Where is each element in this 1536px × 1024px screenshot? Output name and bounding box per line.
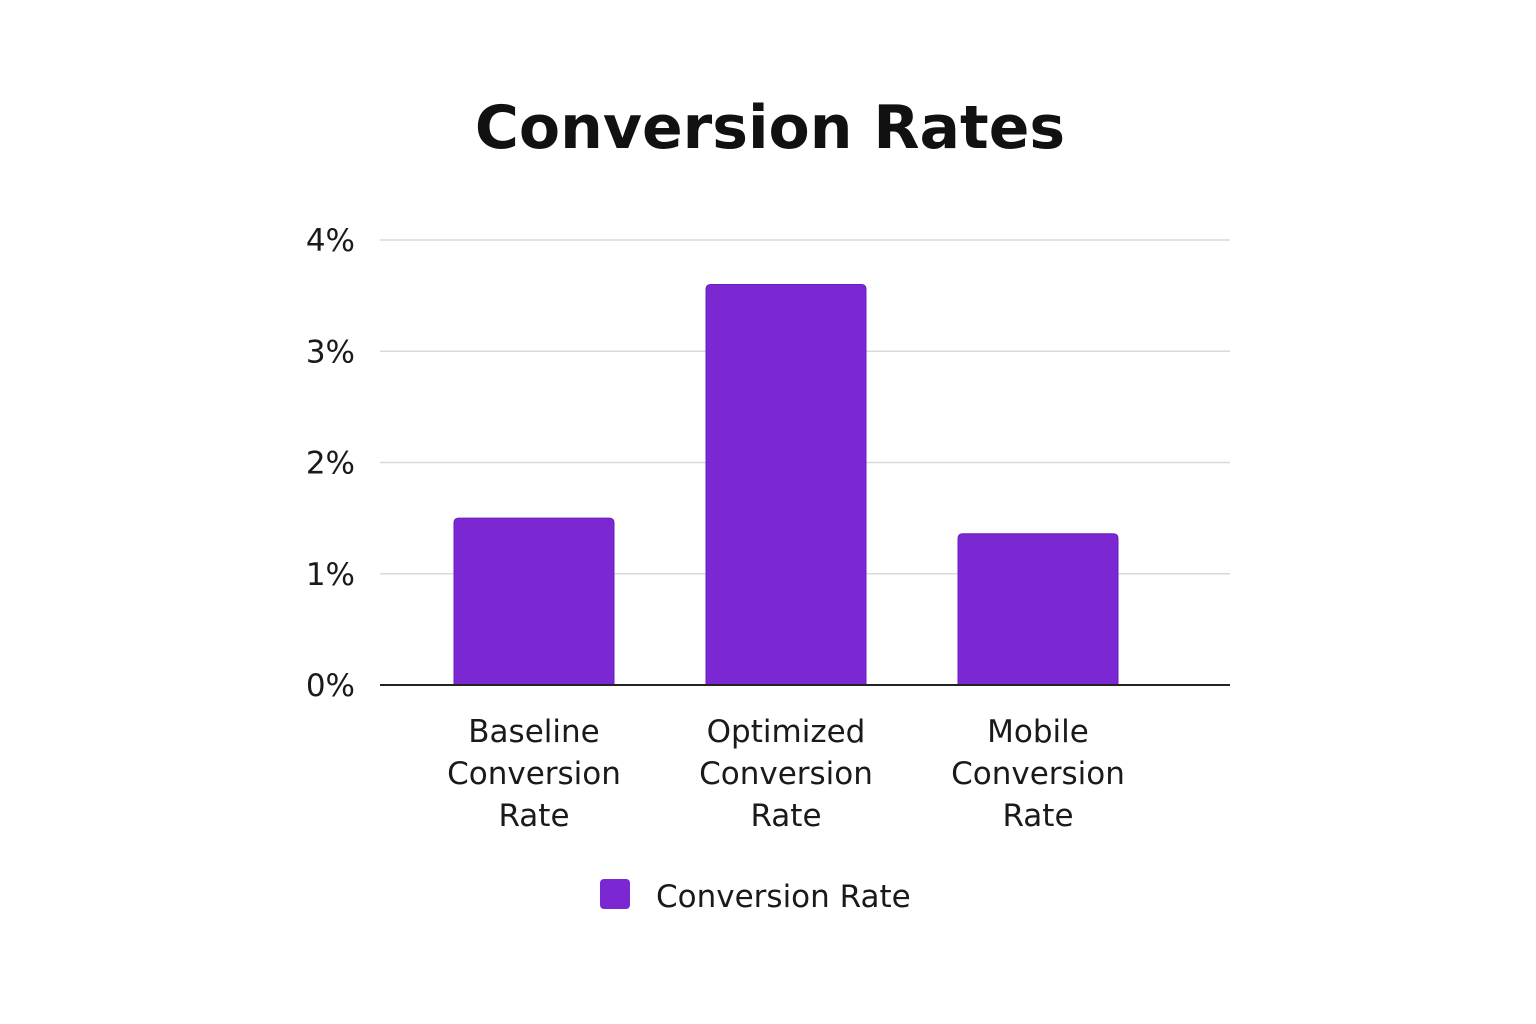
x-category-label: Baseline xyxy=(468,714,599,750)
y-tick-label: 4% xyxy=(306,223,355,259)
y-tick-label: 2% xyxy=(306,446,355,482)
x-category-label: Conversion xyxy=(699,756,873,792)
bars xyxy=(453,284,1119,686)
x-category-label: Conversion xyxy=(951,756,1125,792)
x-category-label: Rate xyxy=(750,798,821,834)
x-category-label: Rate xyxy=(1002,798,1073,834)
x-category-label: Conversion xyxy=(447,756,621,792)
bar-baseline xyxy=(453,517,615,686)
bar-mobile xyxy=(957,533,1119,686)
legend-swatch xyxy=(600,879,630,909)
x-axis-labels: Baseline Conversion Rate Optimized Conversio… xyxy=(447,714,1125,834)
bar-optimized xyxy=(705,284,867,686)
x-category-label: Mobile xyxy=(987,714,1089,750)
y-tick-label: 3% xyxy=(306,334,355,370)
legend: Conversion Rate xyxy=(600,879,911,915)
y-tick-label: 0% xyxy=(306,668,355,704)
legend-label: Conversion Rate xyxy=(656,879,911,915)
y-axis-ticks: 0% 1% 2% 3% 4% xyxy=(306,223,355,704)
chart-title: Conversion Rates xyxy=(475,93,1065,163)
x-category-label: Rate xyxy=(498,798,569,834)
x-category-label: Optimized xyxy=(707,714,866,750)
y-tick-label: 1% xyxy=(306,557,355,593)
